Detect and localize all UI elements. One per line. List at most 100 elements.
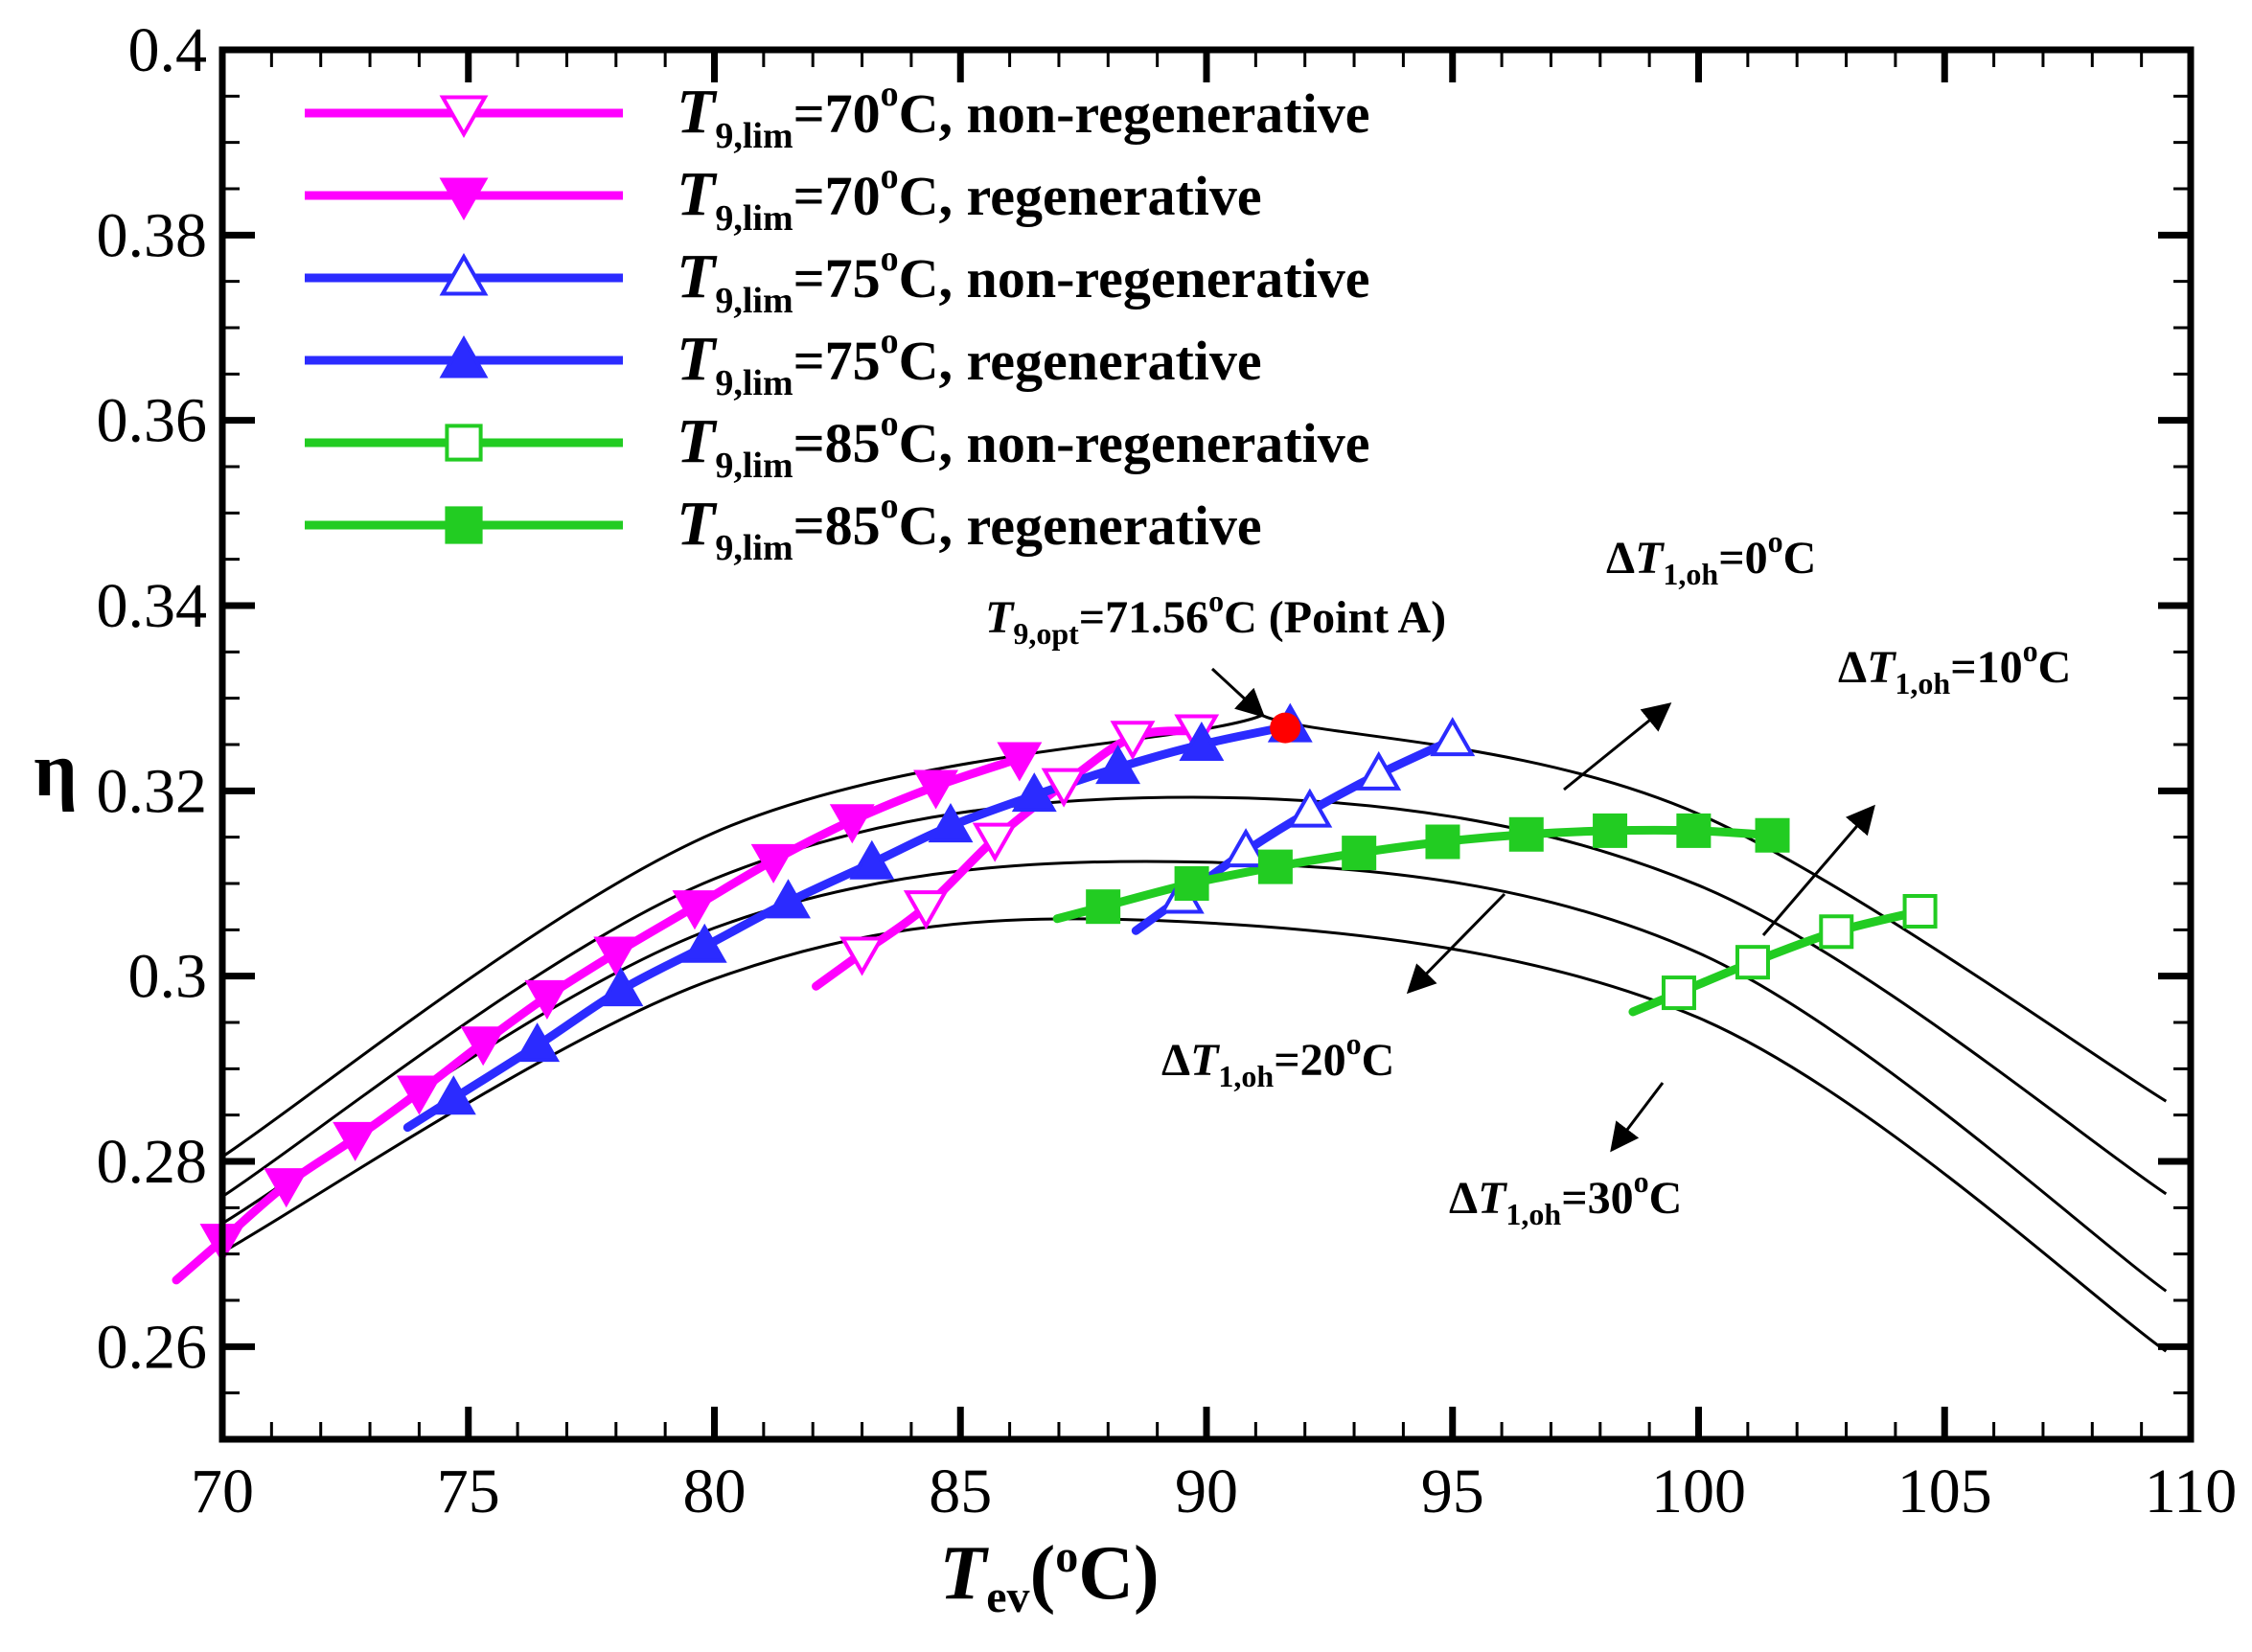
label-dt0: ΔT1,oh=0oC xyxy=(1606,524,1816,591)
legend-label: T9,lim=70oC, non-regenerative xyxy=(677,74,1369,156)
point-a xyxy=(1270,712,1301,744)
legend-item-3: T9,lim=75oC, regenerative xyxy=(305,321,1262,403)
legend-item-4: T9,lim=85oC, non-regenerative xyxy=(305,403,1369,486)
label-point-a: T9,opt=71.56oC (Point A) xyxy=(985,584,1446,651)
y-tick-label: 0.3 xyxy=(128,942,208,1012)
legend-marker xyxy=(439,177,489,221)
arrow-dt20 xyxy=(1406,892,1506,995)
x-tick-label: 110 xyxy=(2145,1457,2238,1526)
series-4-point-1 xyxy=(1735,945,1770,980)
series-3-point-0 xyxy=(430,1075,476,1115)
y-tick-label: 0.34 xyxy=(97,571,208,641)
series-1-point-9 xyxy=(829,804,875,844)
series-0-point-3 xyxy=(1041,768,1087,808)
series-0-point-1 xyxy=(903,890,949,930)
arrow-dt10 xyxy=(1761,804,1875,936)
series-1-point-5 xyxy=(524,979,570,1020)
reference-curve-dt1-oh-20oc xyxy=(222,860,2168,1293)
series-2-point-4 xyxy=(1430,717,1476,757)
reference-curve-dt1-oh-10oc xyxy=(222,795,2168,1198)
series-1-point-6 xyxy=(593,936,639,976)
x-tick-label: 70 xyxy=(191,1457,254,1526)
x-tick-label: 95 xyxy=(1421,1457,1484,1526)
axis-tick-labels: 70 75 80 85 90 95 100 105 110 0.26 0.28 0.3 0.32 0.34… xyxy=(97,15,2238,1526)
series-3-point-2 xyxy=(598,967,644,1007)
series-4-point-3 xyxy=(1902,894,1938,929)
series-1-point-3 xyxy=(396,1075,442,1115)
legend-marker xyxy=(445,424,483,462)
legend-label: T9,lim=85oC, regenerative xyxy=(677,486,1262,568)
x-tick-label: 105 xyxy=(1897,1457,1992,1526)
series-3-point-1 xyxy=(515,1022,561,1063)
label-dt10: ΔT1,oh=10oC xyxy=(1838,633,2071,700)
series-2-point-1 xyxy=(1223,828,1269,868)
legend-marker xyxy=(439,252,489,296)
legend-item-1: T9,lim=70oC, regenerative xyxy=(305,156,1262,239)
legend: T9,lim=70oC, non-regenerativeT9,lim=70oC… xyxy=(305,74,1369,568)
arrow-dt0 xyxy=(1563,702,1672,792)
series-1-point-4 xyxy=(460,1026,506,1067)
series-3-point-5 xyxy=(849,839,895,880)
legend-marker xyxy=(445,506,483,544)
y-tick-label: 0.4 xyxy=(128,15,208,85)
y-tick-label: 0.26 xyxy=(97,1312,208,1382)
series-0-point-4 xyxy=(1110,721,1156,761)
y-tick-label: 0.28 xyxy=(97,1127,208,1197)
reference-curve-dt1-oh-0oc xyxy=(222,714,2168,1159)
arrow-point-a xyxy=(1210,667,1266,719)
series-0-point-0 xyxy=(839,936,885,976)
y-tick-label: 0.32 xyxy=(97,756,208,826)
series-3-point-4 xyxy=(766,879,811,919)
axis-ticks xyxy=(218,46,2195,1441)
series-4-point-0 xyxy=(1661,975,1696,1011)
legend-label: T9,lim=70oC, regenerative xyxy=(677,156,1262,239)
series-line-t9-lim-70oc-regenerative xyxy=(172,754,1024,1285)
series-1-point-1 xyxy=(264,1168,310,1208)
series-line-t9-lim-85oc-regenerative xyxy=(1052,825,1778,924)
series-5-point-7 xyxy=(1676,813,1712,848)
legend-label: T9,lim=85oC, non-regenerative xyxy=(677,403,1369,486)
y-axis-label: η xyxy=(34,728,77,813)
label-dt30: ΔT1,oh=30oC xyxy=(1449,1164,1682,1231)
series-5-point-1 xyxy=(1174,866,1209,901)
series-1-point-8 xyxy=(750,843,796,883)
reference-curve-dt1-oh-30oc xyxy=(222,917,2168,1353)
series-1-point-7 xyxy=(672,890,718,930)
label-dt20: ΔT1,oh=20oC xyxy=(1161,1026,1394,1093)
series-5-point-3 xyxy=(1342,836,1377,871)
series-3-point-8 xyxy=(1095,745,1141,785)
series-5-point-4 xyxy=(1425,824,1460,860)
arrow-dt30 xyxy=(1610,1082,1665,1153)
point-a-marker xyxy=(1270,712,1301,744)
legend-item-0: T9,lim=70oC, non-regenerative xyxy=(305,74,1369,156)
series-1-point-10 xyxy=(913,769,959,810)
series-5-point-5 xyxy=(1508,816,1544,852)
annotations: T9,opt=71.56oC (Point A) ΔT1,oh=0oC ΔT1,… xyxy=(985,524,2071,1231)
legend-label: T9,lim=75oC, regenerative xyxy=(677,321,1262,403)
series-line-t9-lim-75oc-regenerative xyxy=(402,722,1295,1133)
series-1-point-2 xyxy=(333,1121,379,1161)
series-5-point-8 xyxy=(1755,817,1790,853)
series-2-point-3 xyxy=(1356,750,1402,791)
series-5-point-2 xyxy=(1257,849,1293,884)
y-tick-label: 0.36 xyxy=(97,386,208,456)
series-2-point-2 xyxy=(1287,788,1333,828)
series-3-point-3 xyxy=(681,923,727,963)
legend-label: T9,lim=75oC, non-regenerative xyxy=(677,239,1369,321)
x-tick-label: 90 xyxy=(1175,1457,1238,1526)
series-4-point-2 xyxy=(1819,914,1854,950)
series-5-point-6 xyxy=(1593,813,1628,848)
series-1-point-11 xyxy=(997,742,1043,782)
legend-item-5: T9,lim=85oC, regenerative xyxy=(305,486,1262,568)
x-tick-label: 80 xyxy=(683,1457,747,1526)
reference-curves xyxy=(222,714,2168,1353)
series-5-point-0 xyxy=(1086,889,1121,925)
series-3-point-9 xyxy=(1179,721,1225,761)
y-tick-label: 0.38 xyxy=(97,200,208,270)
legend-item-2: T9,lim=75oC, non-regenerative xyxy=(305,239,1369,321)
series-3-point-7 xyxy=(1011,772,1057,813)
legend-marker xyxy=(439,334,489,379)
series-3-point-6 xyxy=(928,803,974,843)
legend-marker xyxy=(439,95,489,139)
